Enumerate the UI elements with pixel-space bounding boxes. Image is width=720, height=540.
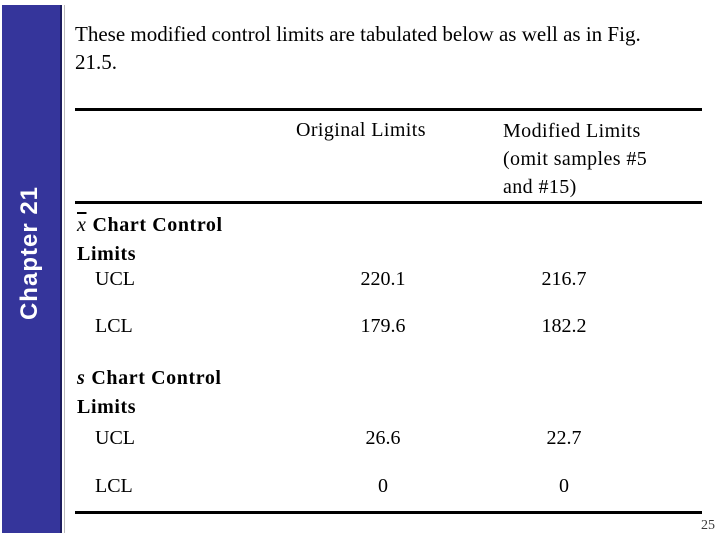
s-group-label-text: Chart Control Limits	[77, 367, 222, 418]
xbar-ucl-original-value: 220.1	[360, 268, 406, 290]
table-top-rule	[75, 108, 702, 111]
xbar-symbol: x	[77, 214, 87, 236]
chapter-sidebar	[2, 5, 62, 533]
row-label-lcl: LCL	[95, 475, 133, 497]
xbar-lcl-original-value: 179.6	[360, 315, 406, 337]
table-bottom-rule	[75, 511, 702, 514]
col-header-original-limits: Original Limits	[296, 119, 426, 141]
slide-title: These modified control limits are tabula…	[75, 22, 641, 74]
s-chart-group-label: s Chart Control Limits	[77, 364, 297, 422]
table-header-rule	[75, 201, 702, 204]
s-lcl-modified-value: 0	[559, 475, 569, 497]
table-row-s-lcl: LCL 0 0	[63, 475, 702, 501]
chapter-label: Chapter 21	[16, 185, 43, 321]
s-ucl-original-value: 26.6	[365, 427, 401, 449]
table-row-xbar-ucl: UCL 220.1 216.7	[63, 268, 702, 294]
table-row-xbar-lcl: LCL 179.6 182.2	[63, 315, 702, 341]
col-header-modified-limits: Modified Limits (omit samples #5 and #15…	[503, 120, 648, 198]
row-label-lcl: LCL	[95, 315, 133, 337]
row-label-ucl: UCL	[95, 427, 135, 449]
s-ucl-modified-value: 22.7	[546, 427, 582, 449]
xbar-ucl-modified-value: 216.7	[541, 268, 587, 290]
table-row-s-ucl: UCL 26.6 22.7	[63, 427, 702, 453]
s-lcl-original-value: 0	[378, 475, 388, 497]
xbar-chart-group-label: x Chart Control Limits	[77, 211, 297, 269]
sidebar-divider-line	[64, 5, 65, 533]
xbar-lcl-modified-value: 182.2	[541, 315, 587, 337]
xbar-group-label-text: Chart Control Limits	[77, 214, 223, 265]
s-symbol: s	[77, 367, 86, 389]
page-number: 25	[701, 518, 715, 533]
row-label-ucl: UCL	[95, 268, 135, 290]
